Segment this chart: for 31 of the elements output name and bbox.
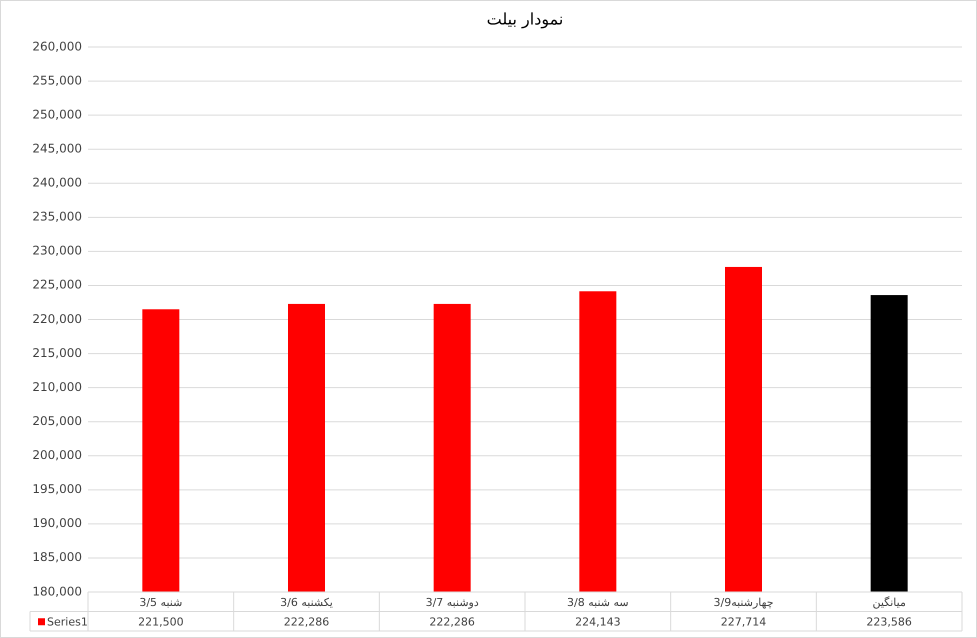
data-label: 224,143 (575, 615, 621, 628)
data-label: 222,286 (284, 615, 330, 628)
x-tick-label: یکشنبه 3/6 (280, 596, 333, 609)
y-tick-label: 250,000 (32, 107, 82, 122)
y-tick-label: 180,000 (32, 584, 82, 598)
y-tick-label: 245,000 (32, 141, 82, 156)
y-tick-label: 255,000 (32, 73, 82, 88)
y-tick-label: 185,000 (32, 550, 82, 564)
x-tick-label: شنبه 3/5 (139, 596, 182, 609)
y-tick-label: 220,000 (32, 312, 82, 326)
y-tick-label: 260,000 (32, 39, 82, 54)
legend-label: Series1 (47, 615, 88, 628)
x-tick-label: میانگین (872, 596, 906, 609)
data-label: 222,286 (429, 615, 475, 628)
y-tick-label: 205,000 (32, 414, 82, 428)
y-tick-label: 230,000 (32, 244, 82, 258)
chart-title: نمودار بیلت (486, 9, 564, 28)
y-tick-label: 210,000 (32, 380, 82, 394)
y-tick-label: 225,000 (32, 278, 82, 292)
data-label: 221,500 (138, 615, 184, 628)
y-tick-label: 240,000 (32, 176, 82, 190)
y-tick-label: 195,000 (32, 482, 82, 496)
y-tick-label: 215,000 (32, 346, 82, 360)
data-label: 227,714 (720, 615, 766, 628)
y-tick-label: 200,000 (32, 448, 82, 462)
y-tick-label: 190,000 (32, 516, 82, 530)
x-tick-label: سه شنبه 3/8 (567, 596, 629, 609)
data-label: 223,586 (866, 615, 912, 628)
y-tick-label: 235,000 (32, 210, 82, 224)
x-tick-label: دوشنبه 3/7 (426, 596, 479, 609)
x-tick-label: چهارشنبه3/9 (714, 596, 774, 609)
